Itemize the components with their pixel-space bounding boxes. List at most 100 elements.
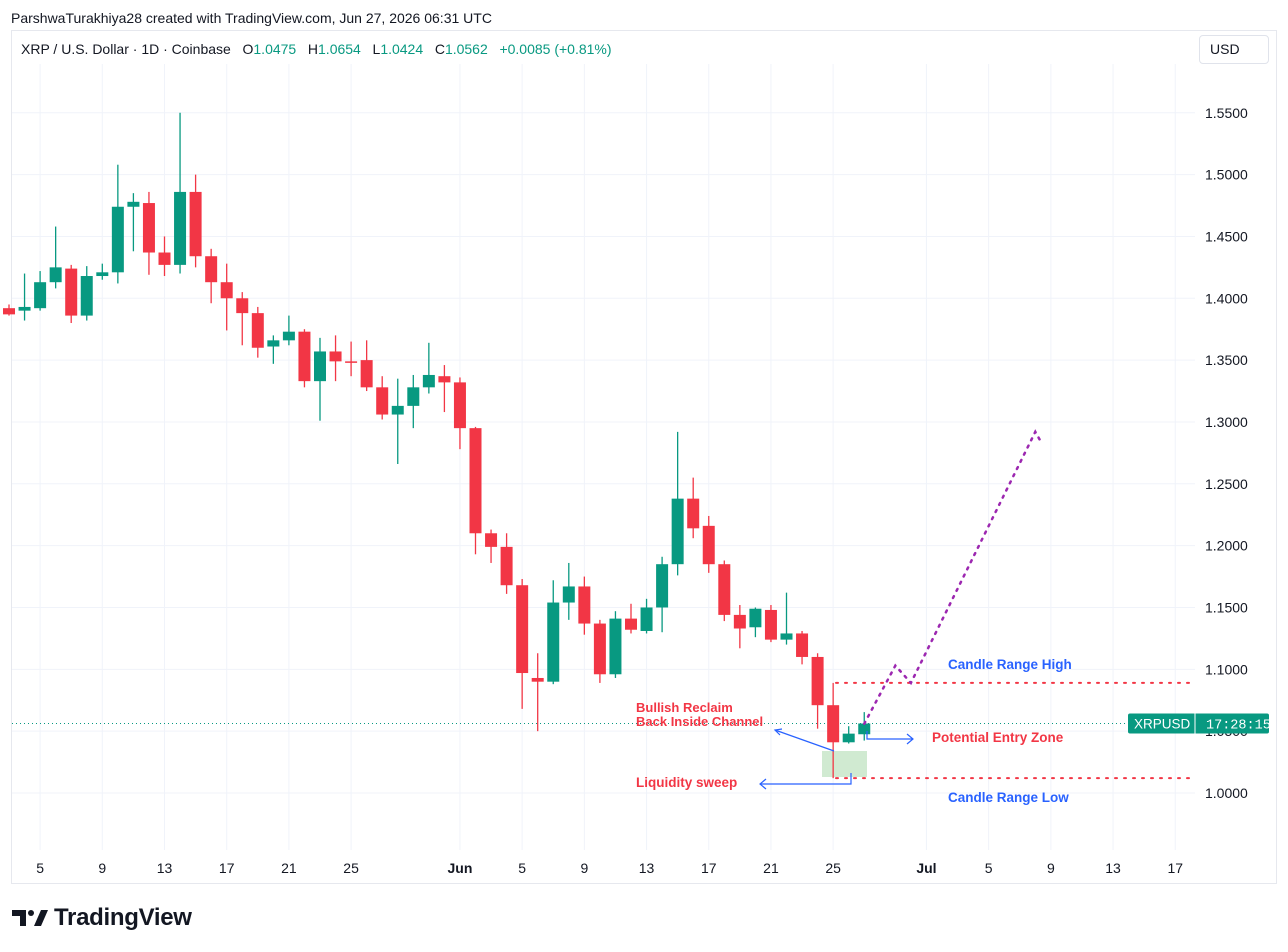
candle-body <box>18 306 31 311</box>
x-tick-label: 13 <box>639 860 655 876</box>
candle-body <box>718 564 731 615</box>
candle-body <box>158 252 171 265</box>
candle-body <box>220 282 233 299</box>
candle-body <box>453 382 466 429</box>
potential-entry-zone-label: Potential Entry Zone <box>932 730 1064 745</box>
x-tick-label: 9 <box>1047 860 1055 876</box>
candle-body <box>80 276 93 316</box>
price-label-countdown: 17:28:15 <box>1206 718 1271 733</box>
liquidity-sweep-arrow <box>760 773 852 785</box>
y-tick-label: 1.2000 <box>1205 538 1248 554</box>
candle-body <box>578 586 591 624</box>
y-tick-label: 1.2500 <box>1205 476 1248 492</box>
candle-body <box>811 656 824 706</box>
price-label-box <box>1128 713 1269 734</box>
candle-body <box>842 733 855 743</box>
candle-body <box>329 351 342 362</box>
candle-body <box>687 498 700 529</box>
price-label-symbol: XRPUSD <box>1134 716 1191 731</box>
candle-body <box>780 633 793 640</box>
candle-range-high-label: Candle Range High <box>948 657 1072 672</box>
x-tick-label: 25 <box>825 860 841 876</box>
liquidity-zone-box <box>822 751 867 777</box>
candle-body <box>49 267 62 283</box>
candle-body <box>407 387 420 406</box>
entry-zone-arrow <box>866 731 913 740</box>
bullish-reclaim-arrowhead <box>773 728 783 736</box>
x-tick-label: 9 <box>98 860 106 876</box>
x-tick-label: Jun <box>448 860 473 876</box>
x-tick-label: 17 <box>701 860 717 876</box>
candle-body <box>360 360 373 388</box>
candle-body <box>236 298 249 314</box>
candle-body <box>733 614 746 629</box>
candle-body <box>65 268 78 316</box>
candle-body <box>485 533 498 547</box>
candle-body <box>189 191 202 257</box>
candle-body <box>298 331 311 382</box>
candle-body <box>609 618 622 675</box>
x-tick-label: 5 <box>518 860 526 876</box>
tradingview-brand[interactable]: TradingView <box>12 904 192 932</box>
candle-body <box>469 428 482 534</box>
x-tick-label: 9 <box>580 860 588 876</box>
y-tick-label: 1.4000 <box>1205 290 1248 306</box>
liquidity-sweep-arrowhead <box>759 778 767 790</box>
candle-body <box>516 585 529 674</box>
high-label: H <box>307 41 319 57</box>
candle-body <box>749 608 762 628</box>
y-tick-label: 1.4500 <box>1205 228 1248 244</box>
y-tick-label: 1.5000 <box>1205 167 1248 183</box>
candle-body <box>640 607 653 631</box>
candle-body <box>251 313 264 348</box>
candle-body <box>531 677 544 682</box>
close-label: C <box>434 41 445 57</box>
candle-body <box>764 609 777 640</box>
candle-body <box>796 633 809 657</box>
candle-body <box>267 340 280 347</box>
candle-body <box>142 203 155 253</box>
bullish-reclaim-arrow <box>774 729 835 752</box>
candle-body <box>827 705 840 743</box>
x-tick-label: Jul <box>916 860 936 876</box>
low-value: 1.0424 <box>380 41 424 57</box>
currency-selector[interactable]: USD <box>1199 35 1269 64</box>
x-tick-label: 21 <box>763 860 779 876</box>
y-tick-label: 1.3500 <box>1205 352 1248 368</box>
candle-body <box>671 498 684 565</box>
back-inside-channel-label: Back Inside Channel <box>636 714 763 729</box>
x-tick-label: 21 <box>281 860 297 876</box>
candle-body <box>127 201 140 207</box>
symbol-legend: XRP / U.S. Dollar · 1D · Coinbase O1.047… <box>21 41 612 57</box>
x-tick-label: 25 <box>343 860 359 876</box>
candle-body <box>391 405 404 415</box>
candle-body <box>205 256 218 283</box>
candle-body <box>547 602 560 682</box>
candle-range-low-label: Candle Range Low <box>948 790 1069 805</box>
x-tick-label: 5 <box>985 860 993 876</box>
close-value: 1.0562 <box>444 41 488 57</box>
entry-zone-arrowhead <box>906 733 914 745</box>
candle-body <box>422 374 435 388</box>
x-tick-label: 17 <box>219 860 235 876</box>
candle-body <box>500 546 513 586</box>
candle-body <box>438 376 451 383</box>
x-tick-label: 17 <box>1167 860 1183 876</box>
candle-body <box>702 525 715 565</box>
y-tick-label: 1.1500 <box>1205 599 1248 615</box>
symbol-title[interactable]: XRP / U.S. Dollar · 1D · Coinbase <box>21 41 231 57</box>
y-tick-label: 1.0000 <box>1205 785 1248 801</box>
candle-body <box>625 618 637 630</box>
x-tick-label: 5 <box>36 860 44 876</box>
candle-body <box>282 331 295 341</box>
candle-body <box>111 206 124 273</box>
bullish-reclaim-label: Bullish Reclaim <box>636 700 733 715</box>
candle-body <box>858 723 871 735</box>
projection-path <box>863 429 1044 725</box>
open-value: 1.0475 <box>253 41 297 57</box>
chart-caption: ParshwaTurakhiya28 created with TradingV… <box>11 10 492 26</box>
candle-body <box>34 282 47 309</box>
x-tick-label: 13 <box>157 860 173 876</box>
chart-frame <box>11 30 1277 884</box>
